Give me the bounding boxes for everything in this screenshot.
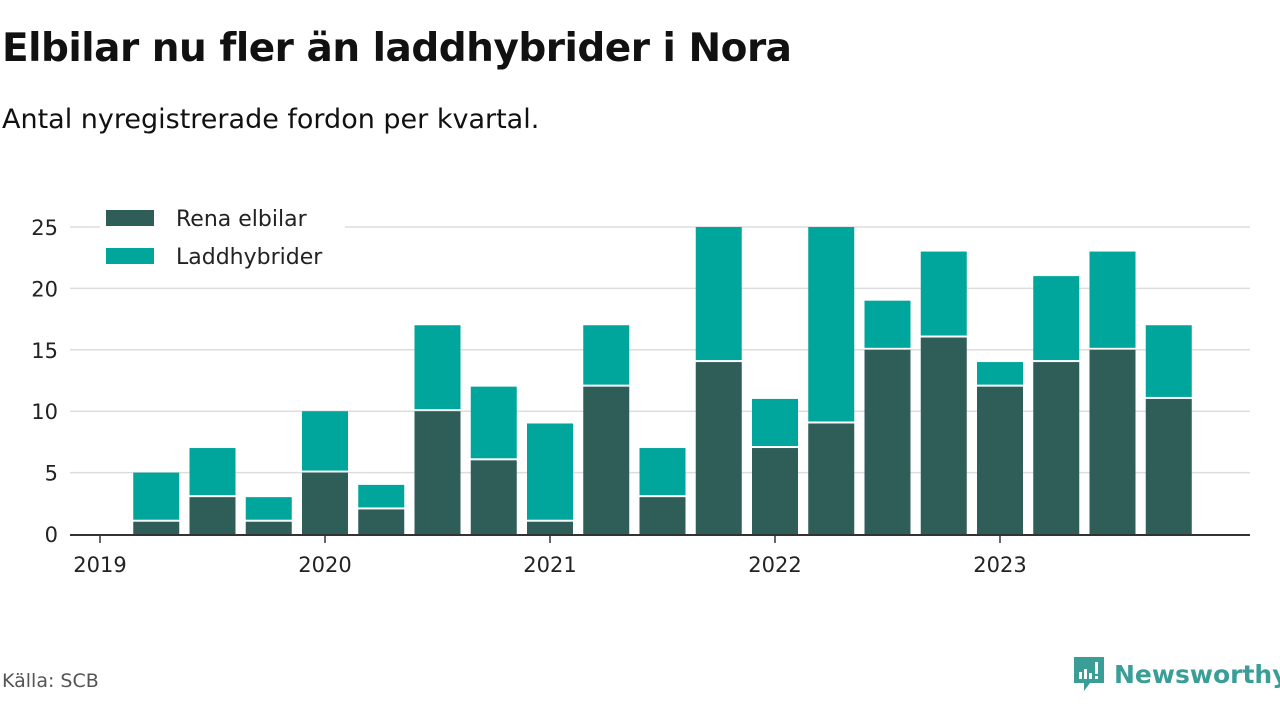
bar-laddhybrider	[1089, 251, 1136, 348]
bar-laddhybrider	[302, 411, 348, 471]
legend-swatch	[106, 210, 154, 226]
newsworthy-logo-text: Newsworthy	[1114, 659, 1280, 689]
y-tick-label: 5	[45, 462, 58, 486]
bar-rena-elbilar	[752, 448, 798, 534]
bar-rena-elbilar	[245, 521, 292, 534]
bar-laddhybrider	[414, 325, 461, 410]
bar-rena-elbilar	[583, 386, 630, 534]
bar-laddhybrider	[245, 497, 292, 520]
bar-rena-elbilar	[414, 411, 461, 534]
chart-title: Elbilar nu fler än laddhybrider i Nora	[2, 26, 792, 71]
bar-laddhybrider	[752, 398, 798, 447]
bar-rena-elbilar	[1089, 349, 1136, 534]
x-tick-label: 2023	[973, 553, 1026, 577]
y-tick-label: 15	[31, 339, 58, 363]
legend-swatch	[106, 248, 154, 264]
bar-rena-elbilar	[527, 521, 573, 534]
bar-laddhybrider	[583, 325, 630, 385]
bar-rena-elbilar	[920, 337, 967, 534]
bar-rena-elbilar	[639, 497, 686, 534]
bar-laddhybrider	[189, 448, 236, 496]
bar-rena-elbilar	[189, 497, 236, 534]
bar-rena-elbilar	[1145, 398, 1192, 534]
y-tick-label: 10	[31, 400, 58, 424]
bar-rena-elbilar	[1033, 362, 1080, 534]
bar-rena-elbilar	[133, 521, 180, 534]
bar-laddhybrider	[808, 227, 855, 422]
bar-laddhybrider	[133, 472, 180, 520]
legend-label: Laddhybrider	[176, 245, 323, 270]
source-note: Källa: SCB	[2, 670, 99, 692]
bar-laddhybrider	[920, 251, 967, 336]
bar-laddhybrider	[470, 386, 517, 459]
x-tick-label: 2021	[523, 553, 576, 577]
x-tick-label: 2019	[73, 553, 126, 577]
bar-rena-elbilar	[470, 460, 517, 534]
x-tick-label: 2022	[748, 553, 801, 577]
bar-laddhybrider	[358, 484, 405, 508]
bar-laddhybrider	[977, 362, 1023, 385]
bar-rena-elbilar	[977, 386, 1023, 534]
newsworthy-logo-icon	[1074, 657, 1104, 691]
bar-rena-elbilar	[302, 472, 348, 534]
legend-label: Rena elbilar	[176, 207, 308, 232]
y-tick-label: 20	[31, 277, 58, 301]
bar-rena-elbilar	[808, 423, 855, 534]
x-tick-label: 2020	[298, 553, 351, 577]
y-tick-label: 25	[31, 216, 58, 240]
newsworthy-logo: Newsworthy	[1072, 655, 1280, 693]
bar-laddhybrider	[695, 227, 742, 361]
bar-laddhybrider	[1033, 276, 1080, 361]
bar-laddhybrider	[527, 423, 573, 520]
bar-laddhybrider	[1145, 325, 1192, 397]
y-tick-label: 0	[45, 523, 58, 547]
bar-laddhybrider	[639, 448, 686, 496]
bar-rena-elbilar	[695, 362, 742, 534]
bar-laddhybrider	[864, 300, 911, 348]
bar-rena-elbilar	[358, 509, 405, 534]
bar-rena-elbilar	[864, 349, 911, 534]
chart-subtitle: Antal nyregistrerade fordon per kvartal.	[2, 104, 540, 135]
